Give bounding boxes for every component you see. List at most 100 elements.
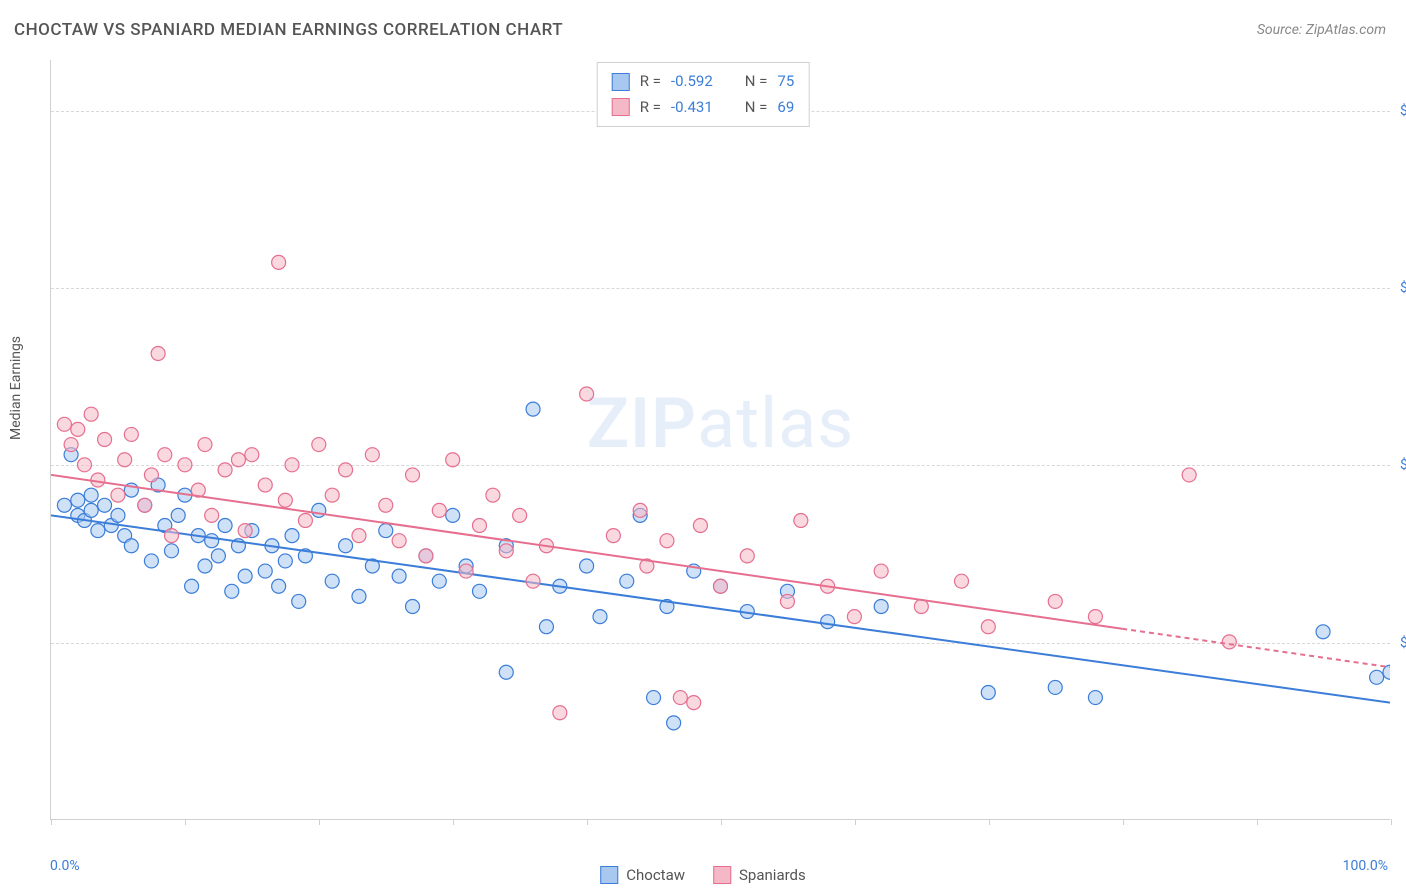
data-point xyxy=(526,402,540,416)
correlation-chart: CHOCTAW VS SPANIARD MEDIAN EARNINGS CORR… xyxy=(0,0,1406,892)
data-point xyxy=(138,498,152,512)
x-tick xyxy=(1123,819,1124,825)
series-legend: ChoctawSpaniards xyxy=(600,866,806,884)
data-point xyxy=(312,503,326,517)
data-point xyxy=(392,534,406,548)
data-point xyxy=(1316,625,1330,639)
x-tick xyxy=(185,819,186,825)
data-point xyxy=(285,529,299,543)
data-point xyxy=(914,599,928,613)
data-point xyxy=(57,498,71,512)
data-point xyxy=(740,605,754,619)
data-point xyxy=(640,559,654,573)
data-point xyxy=(77,513,91,527)
data-point xyxy=(432,574,446,588)
data-point xyxy=(379,524,393,538)
data-point xyxy=(667,716,681,730)
x-tick xyxy=(453,819,454,825)
data-point xyxy=(231,539,245,553)
data-point xyxy=(821,615,835,629)
data-point xyxy=(272,255,286,269)
data-point xyxy=(620,574,634,588)
source-attribution: Source: ZipAtlas.com xyxy=(1257,22,1386,38)
data-point xyxy=(499,539,513,553)
data-point xyxy=(406,468,420,482)
data-point xyxy=(794,513,808,527)
data-point xyxy=(198,559,212,573)
data-point xyxy=(238,569,252,583)
legend-swatch xyxy=(612,98,630,116)
data-point xyxy=(365,559,379,573)
data-point xyxy=(1088,610,1102,624)
chart-title: CHOCTAW VS SPANIARD MEDIAN EARNINGS CORR… xyxy=(14,20,563,40)
data-point xyxy=(298,513,312,527)
data-point xyxy=(1370,670,1384,684)
x-tick xyxy=(721,819,722,825)
data-point xyxy=(981,620,995,634)
data-point xyxy=(225,584,239,598)
x-tick xyxy=(1391,819,1392,825)
data-point xyxy=(71,508,85,522)
data-point xyxy=(325,488,339,502)
data-point xyxy=(104,519,118,533)
data-point xyxy=(265,539,279,553)
trend-line xyxy=(51,515,1390,702)
data-point xyxy=(64,438,78,452)
y-tick-label: $80,000 xyxy=(1400,103,1406,119)
data-point xyxy=(874,599,888,613)
data-point xyxy=(91,524,105,538)
data-point xyxy=(539,539,553,553)
data-point xyxy=(847,610,861,624)
data-point xyxy=(111,508,125,522)
data-point xyxy=(365,448,379,462)
data-point xyxy=(158,448,172,462)
data-point xyxy=(633,503,647,517)
data-point xyxy=(1088,691,1102,705)
data-point xyxy=(1048,680,1062,694)
data-point xyxy=(151,346,165,360)
data-point xyxy=(687,564,701,578)
data-point xyxy=(64,448,78,462)
data-point xyxy=(178,488,192,502)
data-point xyxy=(352,529,366,543)
y-tick-label: $27,500 xyxy=(1400,635,1406,651)
data-point xyxy=(553,706,567,720)
data-point xyxy=(198,438,212,452)
data-point xyxy=(71,422,85,436)
gridline xyxy=(51,288,1390,289)
data-point xyxy=(171,508,185,522)
data-point xyxy=(138,498,152,512)
data-point xyxy=(292,594,306,608)
x-tick xyxy=(1257,819,1258,825)
series-legend-item: Choctaw xyxy=(600,866,685,884)
data-point xyxy=(205,508,219,522)
y-axis-label: Median Earnings xyxy=(8,336,24,440)
data-point xyxy=(459,564,473,578)
data-point xyxy=(539,620,553,634)
data-point xyxy=(660,599,674,613)
n-value: 69 xyxy=(777,95,794,121)
data-point xyxy=(472,519,486,533)
data-point xyxy=(71,493,85,507)
data-point xyxy=(499,665,513,679)
data-point xyxy=(98,498,112,512)
data-point xyxy=(245,524,259,538)
data-point xyxy=(278,554,292,568)
data-point xyxy=(633,508,647,522)
data-point xyxy=(1182,468,1196,482)
data-point xyxy=(379,498,393,512)
y-tick-label: $45,000 xyxy=(1400,457,1406,473)
data-point xyxy=(205,534,219,548)
r-label: R = xyxy=(640,95,661,121)
x-tick xyxy=(587,819,588,825)
data-point xyxy=(84,488,98,502)
data-point xyxy=(821,579,835,593)
data-point xyxy=(955,574,969,588)
data-point xyxy=(238,524,252,538)
data-point xyxy=(392,569,406,583)
legend-swatch xyxy=(612,73,630,91)
data-point xyxy=(981,686,995,700)
data-point xyxy=(272,579,286,593)
x-min-label: 0.0% xyxy=(50,858,80,874)
gridline xyxy=(51,643,1390,644)
